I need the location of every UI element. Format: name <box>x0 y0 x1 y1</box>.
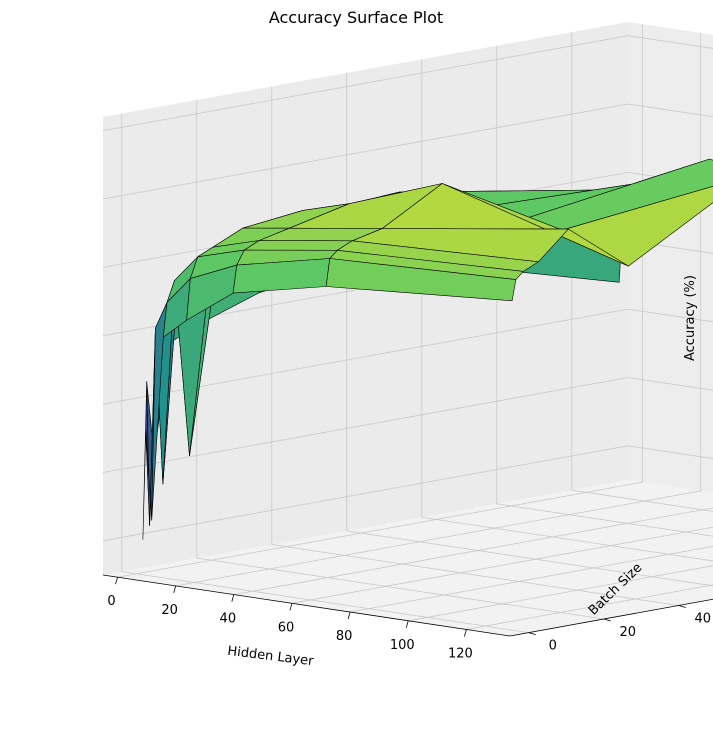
back-pane <box>628 22 713 493</box>
floor-pane <box>103 480 713 636</box>
z-grid-line <box>102 103 713 200</box>
x-grid-line <box>350 545 713 613</box>
surface-mesh <box>142 158 713 540</box>
z-grid-line <box>102 308 713 405</box>
x-tick <box>115 577 118 585</box>
y-tick-label: 0 <box>549 639 557 654</box>
surface-patch <box>325 258 517 302</box>
x-tick <box>347 611 351 620</box>
y-grid-line <box>196 100 604 620</box>
y-tick <box>678 605 686 608</box>
surface-patch <box>244 240 353 251</box>
y-tick <box>528 632 536 635</box>
x-tick-label: 100 <box>390 638 415 653</box>
x-tick-label: 20 <box>161 603 178 618</box>
z-grid-line <box>102 35 713 132</box>
z-axis-label: Accuracy (%) <box>683 275 698 361</box>
x-grid-line <box>233 507 713 595</box>
x-tick-label: 80 <box>336 629 353 644</box>
z-grid-line <box>102 377 713 473</box>
x-grid-line <box>466 584 713 630</box>
axis-ticks: 0204060801001200204060801001208081828384… <box>102 574 713 661</box>
y-grid-line <box>571 32 713 512</box>
y-tick-label: 40 <box>694 611 711 626</box>
x-tick-label: 40 <box>220 612 237 627</box>
x-grid-line <box>291 526 713 604</box>
x-tick <box>231 594 235 602</box>
x-tick <box>289 603 293 611</box>
x-grid-line <box>408 565 713 622</box>
y-axis-line <box>509 598 713 637</box>
x-grid-line <box>117 24 643 578</box>
x-tick-label: 120 <box>448 646 473 661</box>
y-tick <box>603 618 611 622</box>
z-grid-line <box>102 445 713 542</box>
x-tick <box>405 620 409 628</box>
x-axis-line <box>102 574 511 637</box>
x-tick <box>173 585 177 594</box>
y-tick-label: 20 <box>619 625 636 640</box>
x-axis-label: Hidden Layer <box>227 644 315 670</box>
x-tick <box>464 629 467 637</box>
chart-title: Accuracy Surface Plot <box>269 8 443 27</box>
y-grid-line <box>121 113 529 633</box>
x-tick-label: 0 <box>107 594 115 609</box>
x-tick-label: 60 <box>278 620 295 635</box>
